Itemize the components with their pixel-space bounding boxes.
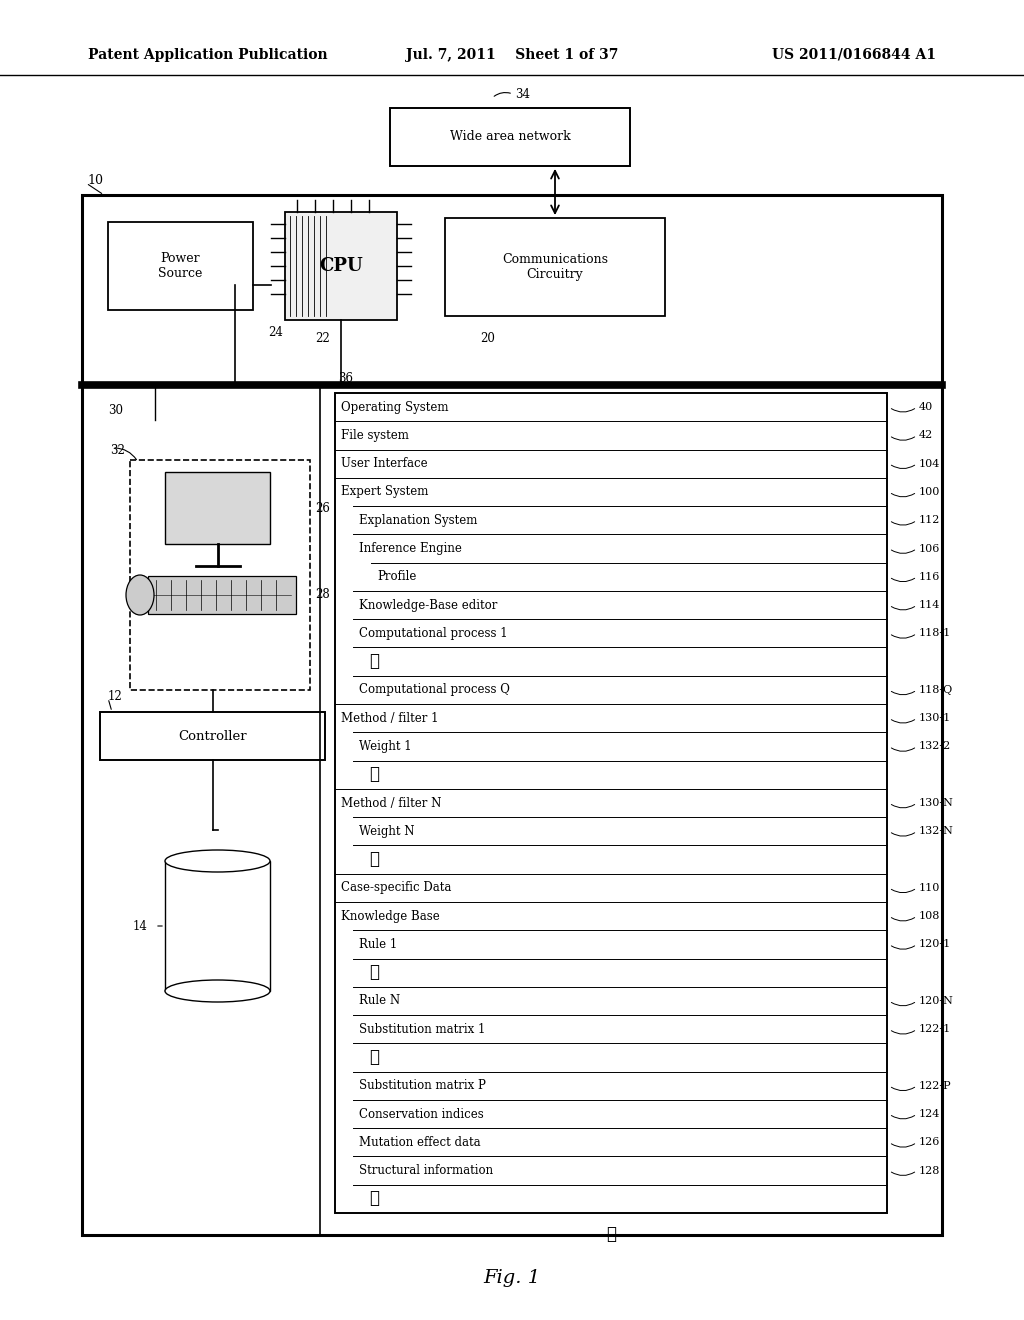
Text: Rule N: Rule N bbox=[359, 994, 400, 1007]
Text: 120-N: 120-N bbox=[919, 995, 954, 1006]
Text: 22: 22 bbox=[315, 331, 330, 345]
Text: 32: 32 bbox=[110, 444, 125, 457]
Bar bbox=[445, 218, 665, 315]
Text: 126: 126 bbox=[919, 1138, 940, 1147]
Text: 122-P: 122-P bbox=[919, 1081, 951, 1090]
Text: ⋮: ⋮ bbox=[369, 766, 379, 783]
Text: Controller: Controller bbox=[178, 730, 247, 742]
Text: 20: 20 bbox=[480, 331, 495, 345]
Text: Substitution matrix 1: Substitution matrix 1 bbox=[359, 1023, 485, 1036]
Text: 118-Q: 118-Q bbox=[919, 685, 953, 694]
Text: 132-2: 132-2 bbox=[919, 742, 951, 751]
Text: Mutation effect data: Mutation effect data bbox=[359, 1135, 480, 1148]
Text: ⋮: ⋮ bbox=[606, 1226, 616, 1243]
Text: Knowledge Base: Knowledge Base bbox=[341, 909, 439, 923]
Text: 100: 100 bbox=[919, 487, 940, 496]
Text: Structural information: Structural information bbox=[359, 1164, 494, 1177]
Text: 106: 106 bbox=[919, 544, 940, 553]
Text: 132-N: 132-N bbox=[919, 826, 954, 837]
Text: 12: 12 bbox=[108, 689, 123, 702]
Text: US 2011/0166844 A1: US 2011/0166844 A1 bbox=[772, 48, 936, 62]
Text: 122-1: 122-1 bbox=[919, 1024, 951, 1034]
Text: Power
Source: Power Source bbox=[159, 252, 203, 280]
Text: Expert System: Expert System bbox=[341, 486, 428, 499]
Text: CPU: CPU bbox=[319, 257, 362, 275]
Text: Method / filter 1: Method / filter 1 bbox=[341, 711, 438, 725]
Text: Conservation indices: Conservation indices bbox=[359, 1107, 483, 1121]
Text: 34: 34 bbox=[515, 87, 530, 100]
Bar bbox=[130, 459, 310, 690]
Text: 42: 42 bbox=[919, 430, 933, 441]
Text: ⋮: ⋮ bbox=[369, 1049, 379, 1067]
Text: 14: 14 bbox=[133, 920, 147, 932]
Text: 40: 40 bbox=[919, 403, 933, 412]
Text: ⋮: ⋮ bbox=[369, 653, 379, 671]
Ellipse shape bbox=[126, 576, 154, 615]
Text: ⋮: ⋮ bbox=[369, 1191, 379, 1208]
Text: 10: 10 bbox=[87, 174, 103, 187]
Text: 114: 114 bbox=[919, 601, 940, 610]
Text: 30: 30 bbox=[108, 404, 123, 417]
Text: Method / filter N: Method / filter N bbox=[341, 796, 441, 809]
Text: Explanation System: Explanation System bbox=[359, 513, 477, 527]
Text: 116: 116 bbox=[919, 572, 940, 582]
Bar bbox=[335, 393, 887, 1213]
Text: 108: 108 bbox=[919, 911, 940, 921]
Text: Operating System: Operating System bbox=[341, 401, 449, 413]
Text: Wide area network: Wide area network bbox=[450, 131, 570, 144]
Bar bbox=[165, 473, 270, 544]
Bar bbox=[165, 861, 270, 991]
Text: 112: 112 bbox=[919, 515, 940, 525]
Text: Jul. 7, 2011    Sheet 1 of 37: Jul. 7, 2011 Sheet 1 of 37 bbox=[406, 48, 618, 62]
Text: 36: 36 bbox=[338, 372, 353, 385]
Text: Weight N: Weight N bbox=[359, 825, 415, 838]
Text: 120-1: 120-1 bbox=[919, 940, 951, 949]
Text: Rule 1: Rule 1 bbox=[359, 939, 397, 950]
Bar bbox=[148, 576, 296, 614]
Text: 128: 128 bbox=[919, 1166, 940, 1176]
Text: Fig. 1: Fig. 1 bbox=[483, 1269, 541, 1287]
Text: 124: 124 bbox=[919, 1109, 940, 1119]
Text: 26: 26 bbox=[315, 502, 330, 515]
Bar bbox=[108, 222, 253, 310]
Text: 130-1: 130-1 bbox=[919, 713, 951, 723]
Text: Substitution matrix P: Substitution matrix P bbox=[359, 1080, 485, 1092]
Text: 118-1: 118-1 bbox=[919, 628, 951, 639]
Bar bbox=[82, 195, 942, 1236]
Text: File system: File system bbox=[341, 429, 409, 442]
Text: Computational process 1: Computational process 1 bbox=[359, 627, 508, 640]
Text: 130-N: 130-N bbox=[919, 799, 954, 808]
Text: 24: 24 bbox=[268, 326, 283, 338]
Text: Weight 1: Weight 1 bbox=[359, 741, 412, 752]
Text: Knowledge-Base editor: Knowledge-Base editor bbox=[359, 598, 498, 611]
Ellipse shape bbox=[165, 979, 270, 1002]
Ellipse shape bbox=[165, 850, 270, 873]
Bar bbox=[100, 711, 325, 760]
Text: ⋮: ⋮ bbox=[369, 851, 379, 869]
Bar bbox=[285, 213, 397, 319]
Bar bbox=[390, 108, 630, 166]
Text: Inference Engine: Inference Engine bbox=[359, 543, 462, 554]
Text: User Interface: User Interface bbox=[341, 457, 428, 470]
Text: Computational process Q: Computational process Q bbox=[359, 684, 510, 697]
Text: Case-specific Data: Case-specific Data bbox=[341, 882, 452, 895]
Text: Patent Application Publication: Patent Application Publication bbox=[88, 48, 328, 62]
Text: 110: 110 bbox=[919, 883, 940, 892]
Text: Communications
Circuitry: Communications Circuitry bbox=[502, 253, 608, 281]
Text: Profile: Profile bbox=[377, 570, 417, 583]
Text: 104: 104 bbox=[919, 458, 940, 469]
Text: 28: 28 bbox=[315, 589, 330, 602]
Text: ⋮: ⋮ bbox=[369, 964, 379, 981]
